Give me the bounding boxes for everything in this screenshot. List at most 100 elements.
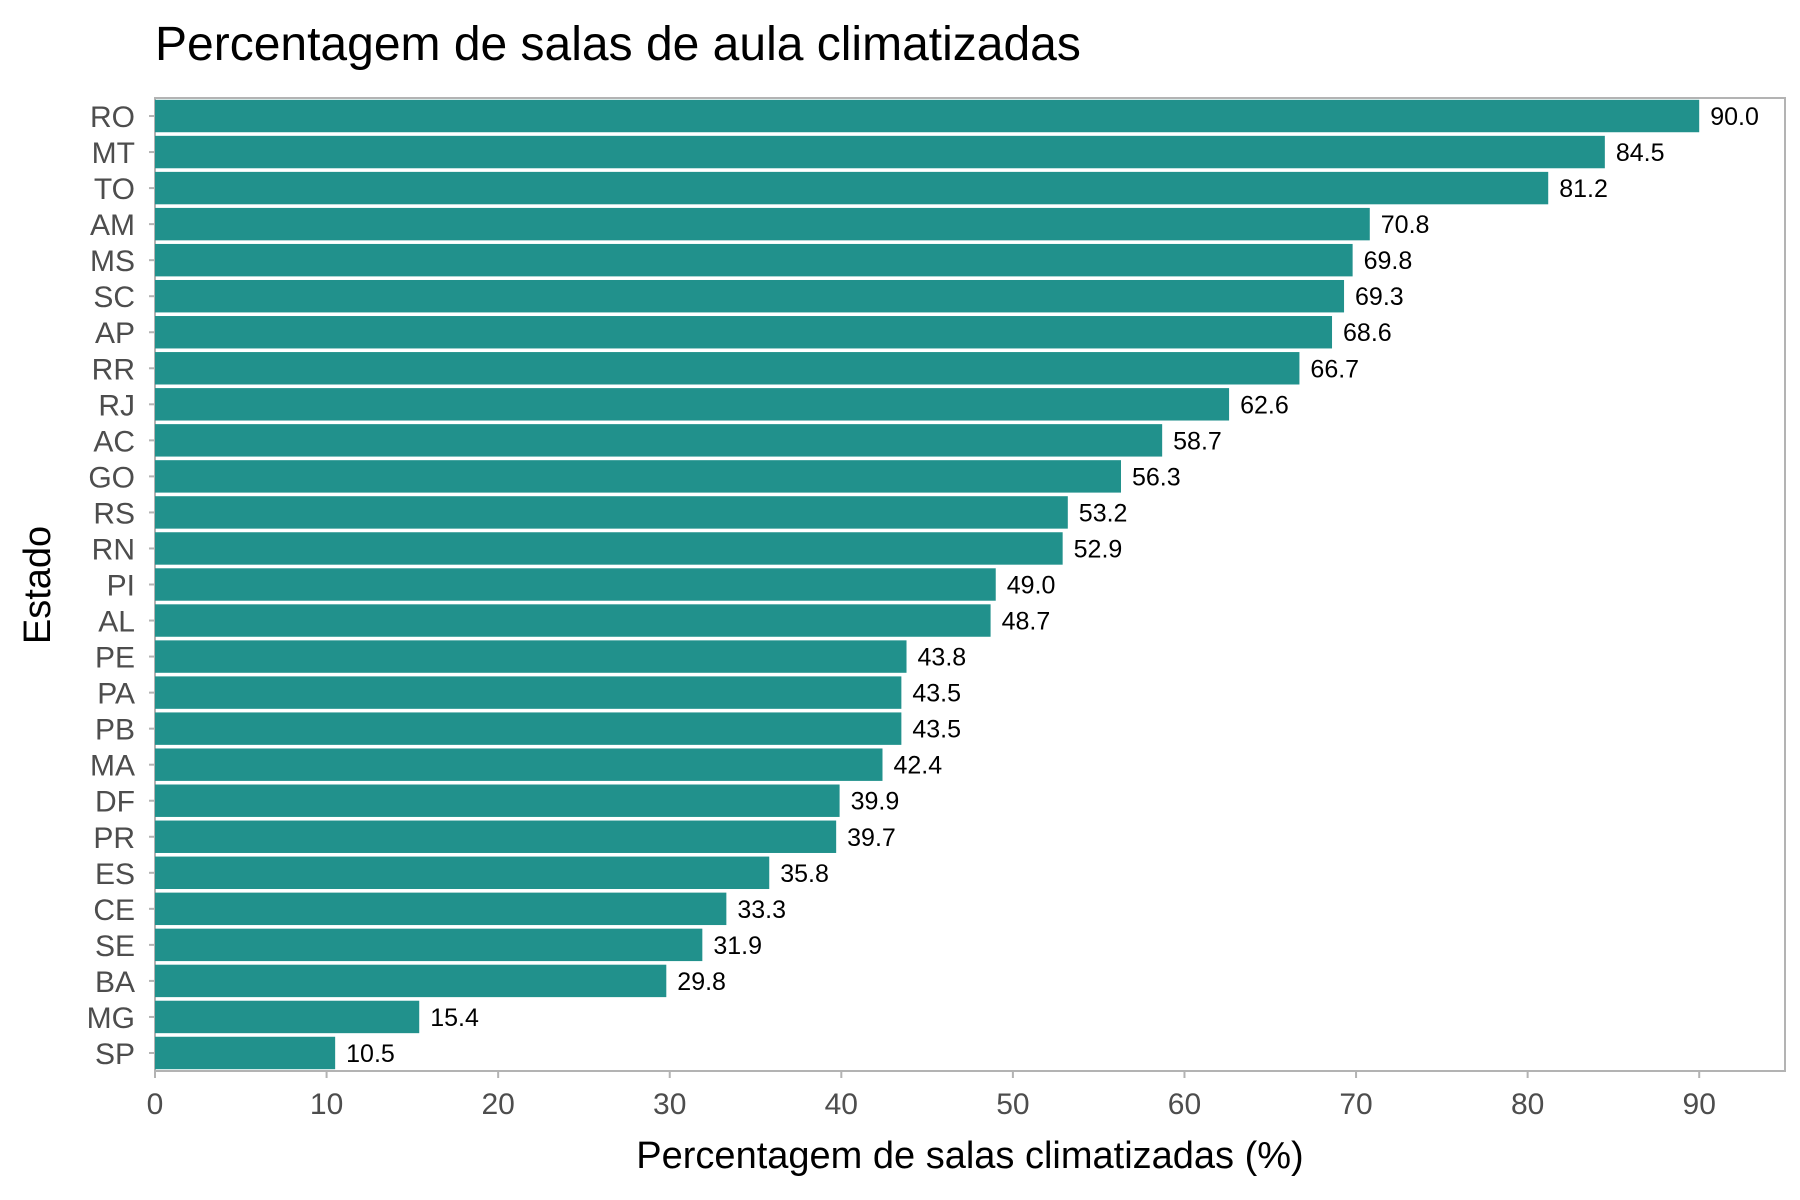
- value-label-df: 39.9: [851, 788, 900, 816]
- y-tick-label-ro: RO: [90, 101, 135, 134]
- value-label-ce: 33.3: [737, 896, 786, 924]
- value-label-se: 31.9: [713, 932, 762, 960]
- bar-pe: [155, 640, 907, 673]
- y-tick-label-ma: MA: [90, 750, 135, 783]
- y-tick-label-pe: PE: [95, 642, 135, 675]
- value-labels-group: 90.0 84.5 81.2 70.8 69.8 69.3 68.6 66.7 62.6 58.7…: [346, 103, 1759, 1068]
- x-tick-label-30: 30: [653, 1088, 686, 1121]
- x-axis-ticks: 0 10 20 30 40 50 60 70 80 90: [147, 1071, 1716, 1121]
- y-tick-label-am: AM: [90, 209, 135, 242]
- value-label-es: 35.8: [780, 860, 829, 888]
- bar-ma: [155, 748, 883, 781]
- value-label-al: 48.7: [1002, 608, 1051, 636]
- y-tick-label-rr: RR: [92, 353, 135, 386]
- value-label-go: 56.3: [1132, 463, 1181, 491]
- bar-pa: [155, 676, 902, 709]
- y-tick-label-es: ES: [95, 858, 135, 891]
- x-tick-label-0: 0: [147, 1088, 164, 1121]
- bar-ms: [155, 243, 1353, 277]
- y-tick-label-mt: MT: [92, 137, 135, 170]
- value-label-ap: 68.6: [1343, 319, 1392, 347]
- y-tick-label-ap: AP: [95, 317, 135, 350]
- y-tick-label-rj: RJ: [98, 389, 135, 422]
- bar-pi: [155, 568, 996, 601]
- value-label-ms: 69.8: [1364, 247, 1413, 275]
- x-tick-label-70: 70: [1339, 1088, 1372, 1121]
- bar-ro: [155, 99, 1700, 133]
- value-label-ro: 90.0: [1710, 103, 1759, 131]
- bar-rs: [155, 496, 1068, 529]
- value-label-to: 81.2: [1559, 175, 1608, 203]
- y-tick-label-pi: PI: [107, 570, 135, 603]
- value-label-am: 70.8: [1381, 211, 1430, 239]
- y-tick-label-se: SE: [95, 930, 135, 963]
- value-label-ma: 42.4: [893, 752, 942, 780]
- bar-ap: [155, 316, 1333, 349]
- y-tick-label-rn: RN: [92, 533, 135, 566]
- y-tick-label-pa: PA: [97, 678, 135, 711]
- bar-rj: [155, 388, 1230, 421]
- bar-mt: [155, 135, 1605, 169]
- y-tick-label-mg: MG: [87, 1002, 135, 1035]
- y-tick-label-sp: SP: [95, 1038, 135, 1071]
- value-label-pa: 43.5: [912, 680, 961, 708]
- value-label-mg: 15.4: [430, 1004, 479, 1032]
- x-tick-label-90: 90: [1683, 1088, 1716, 1121]
- x-tick-label-10: 10: [310, 1088, 343, 1121]
- value-label-pi: 49.0: [1007, 572, 1056, 600]
- value-label-ba: 29.8: [677, 968, 726, 996]
- value-label-rn: 52.9: [1074, 535, 1123, 563]
- value-label-pr: 39.7: [847, 824, 896, 852]
- bar-sp: [155, 1036, 336, 1070]
- value-label-rj: 62.6: [1240, 391, 1289, 419]
- value-label-pe: 43.8: [918, 644, 967, 672]
- y-tick-label-ms: MS: [90, 245, 135, 278]
- y-tick-label-al: AL: [98, 606, 135, 639]
- bar-go: [155, 460, 1121, 493]
- x-tick-label-60: 60: [1168, 1088, 1201, 1121]
- bar-to: [155, 171, 1549, 205]
- x-tick-label-50: 50: [996, 1088, 1029, 1121]
- y-tick-label-ac: AC: [93, 425, 135, 458]
- value-label-rs: 53.2: [1079, 499, 1128, 527]
- value-label-sc: 69.3: [1355, 283, 1404, 311]
- bar-se: [155, 928, 703, 962]
- bar-df: [155, 784, 840, 817]
- x-axis-title: Percentagem de salas climatizadas (%): [636, 1135, 1303, 1177]
- y-tick-label-sc: SC: [93, 281, 135, 314]
- y-tick-label-to: TO: [94, 173, 135, 206]
- y-tick-label-go: GO: [88, 461, 135, 494]
- chart-title: Percentagem de salas de aula climatizada…: [155, 18, 1081, 71]
- value-label-mt: 84.5: [1616, 139, 1665, 167]
- value-label-sp: 10.5: [346, 1040, 395, 1068]
- bar-pr: [155, 820, 837, 853]
- y-tick-label-ba: BA: [95, 966, 135, 999]
- bar-sc: [155, 279, 1345, 313]
- bar-al: [155, 604, 991, 637]
- bar-pb: [155, 712, 902, 745]
- bar-ac: [155, 424, 1163, 457]
- value-label-ac: 58.7: [1173, 427, 1222, 455]
- y-tick-label-pr: PR: [93, 822, 135, 855]
- x-tick-label-20: 20: [481, 1088, 514, 1121]
- value-label-pb: 43.5: [912, 716, 961, 744]
- y-axis-title: Estado: [17, 526, 59, 644]
- bar-es: [155, 856, 770, 890]
- y-tick-label-rs: RS: [93, 497, 135, 530]
- bar-am: [155, 207, 1370, 241]
- bar-ba: [155, 964, 667, 998]
- bar-rr: [155, 352, 1300, 385]
- x-tick-label-80: 80: [1511, 1088, 1544, 1121]
- value-label-rr: 66.7: [1310, 355, 1359, 383]
- y-tick-label-df: DF: [95, 786, 135, 819]
- y-tick-label-pb: PB: [95, 714, 135, 747]
- x-tick-label-40: 40: [825, 1088, 858, 1121]
- bars-group: [155, 99, 1700, 1070]
- bar-mg: [155, 1000, 420, 1034]
- bar-ce: [155, 892, 727, 926]
- y-tick-label-ce: CE: [93, 894, 135, 927]
- bar-rn: [155, 532, 1063, 565]
